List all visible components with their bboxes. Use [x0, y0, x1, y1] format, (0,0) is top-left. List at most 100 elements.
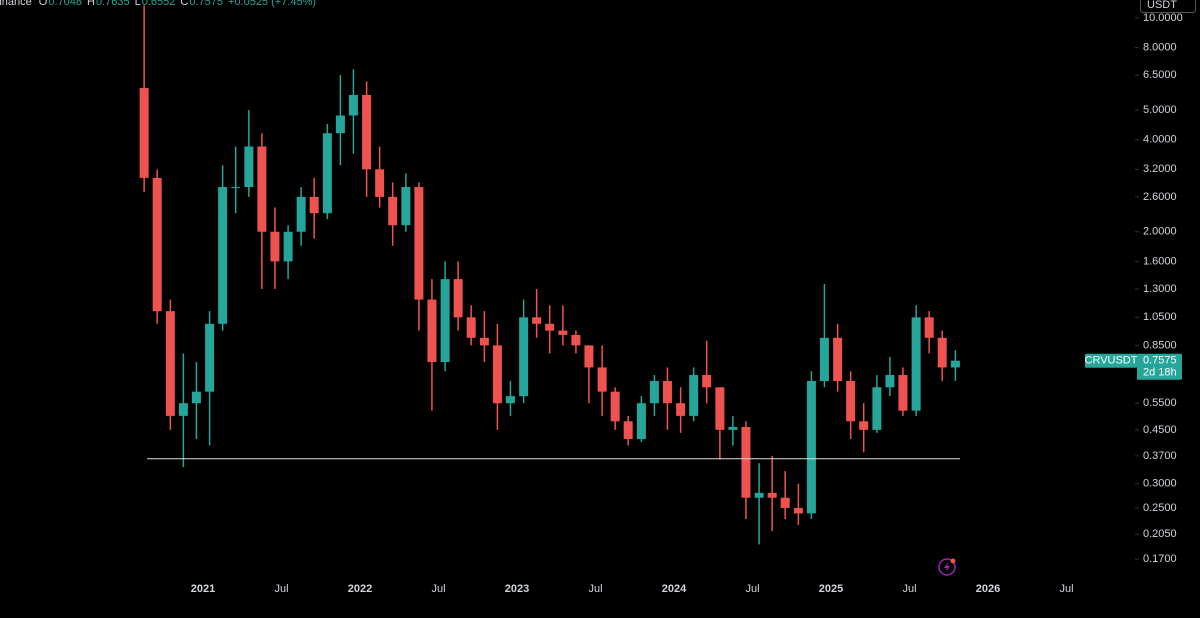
- candle-body: [505, 396, 515, 404]
- candle-body: [924, 317, 934, 338]
- candle-body: [649, 381, 659, 404]
- candle-body: [636, 403, 646, 440]
- price-label: 0.7575: [1143, 355, 1177, 367]
- candle-body: [885, 375, 895, 388]
- y-tick-label: 4.0000: [1143, 134, 1177, 146]
- y-tick-label: 3.2000: [1143, 163, 1177, 175]
- y-tick-label: 0.3000: [1143, 478, 1177, 490]
- x-tick-label: Jul: [274, 583, 288, 595]
- x-tick-label: Jul: [431, 583, 445, 595]
- low-value: 0.6552: [141, 0, 176, 8]
- x-tick-label: 2021: [191, 583, 215, 595]
- candle-body: [806, 381, 816, 514]
- change-value: +0.0525 (+7.45%): [227, 0, 317, 8]
- candle-body: [244, 146, 254, 188]
- candle-body: [833, 337, 843, 382]
- alert-icon[interactable]: [938, 558, 956, 576]
- candle-body: [492, 345, 502, 404]
- candle-body: [754, 492, 764, 498]
- candle-body: [597, 367, 607, 392]
- candle-body: [662, 381, 672, 404]
- candle-body: [479, 337, 489, 346]
- candle-body: [466, 317, 476, 338]
- y-tick-label: 0.3700: [1143, 450, 1177, 462]
- y-tick-label: 0.1700: [1143, 553, 1177, 565]
- candle-body: [715, 387, 725, 430]
- ohlc-legend: Binance O0.7048 H0.7635 L0.6552 C0.7575 +0.05…: [0, 0, 321, 8]
- candle-body: [780, 497, 790, 508]
- symbol-label: CRVUSDT: [1085, 355, 1138, 367]
- symbol-tag: [1085, 353, 1137, 368]
- candle-body: [558, 330, 568, 335]
- candle-body: [937, 337, 947, 368]
- y-tick-label: 2.0000: [1143, 226, 1177, 238]
- candle-body: [322, 133, 332, 214]
- y-tick-label: 10.0000: [1143, 12, 1183, 24]
- currency-button[interactable]: USDT: [1140, 0, 1196, 13]
- y-tick-label: 0.4500: [1143, 424, 1177, 436]
- candle-body: [139, 88, 149, 178]
- high-label: H: [86, 0, 95, 8]
- candle-body: [205, 323, 215, 392]
- countdown-label: 2d 18h: [1143, 367, 1177, 379]
- candle-body: [401, 187, 411, 226]
- candle-body: [545, 323, 555, 331]
- candle-body: [689, 375, 699, 416]
- candle-body: [335, 115, 345, 134]
- candle-body: [728, 426, 738, 430]
- candle-body: [872, 387, 882, 430]
- candle-body: [911, 317, 921, 411]
- price-tag: [1137, 353, 1182, 380]
- candle-body: [257, 146, 267, 232]
- x-tick-label: 2022: [348, 583, 372, 595]
- y-tick-label: 0.2050: [1143, 528, 1177, 540]
- candle-body: [427, 299, 437, 363]
- y-tick-label: 1.3000: [1143, 283, 1177, 295]
- y-tick-label: 2.6000: [1143, 191, 1177, 203]
- y-tick-label: 1.6000: [1143, 255, 1177, 267]
- y-tick-label: 0.8500: [1143, 339, 1177, 351]
- exchange: Binance: [0, 0, 32, 8]
- x-tick-label: Jul: [588, 583, 602, 595]
- candle-body: [610, 391, 620, 422]
- x-tick-label: 2023: [505, 583, 529, 595]
- candle-body: [950, 360, 960, 368]
- high-value: 0.7635: [95, 0, 130, 8]
- candle-body: [165, 311, 175, 416]
- candle-body: [676, 403, 686, 416]
- candle-body: [846, 381, 856, 422]
- y-tick-label: 6.5000: [1143, 69, 1177, 81]
- candle-body: [191, 391, 201, 404]
- candle-body: [584, 345, 594, 368]
- bottom-strip: [0, 600, 1200, 618]
- x-tick-label: 2026: [976, 583, 1000, 595]
- y-tick-label: 8.0000: [1143, 42, 1177, 54]
- x-tick-label: Jul: [1060, 583, 1074, 595]
- candle-body: [819, 337, 829, 382]
- candle-body: [741, 426, 751, 498]
- open-value: 0.7048: [48, 0, 82, 8]
- candle-body: [571, 334, 581, 346]
- candle-body: [348, 94, 358, 116]
- candle-body: [178, 403, 188, 416]
- open-label: O: [38, 0, 48, 8]
- candle-body: [793, 507, 803, 514]
- y-tick-label: 0.2500: [1143, 502, 1177, 514]
- y-tick-label: 1.0500: [1143, 311, 1177, 323]
- candle-body: [152, 177, 162, 312]
- candle-body: [388, 196, 398, 226]
- low-label: L: [134, 0, 141, 8]
- x-tick-label: 2024: [662, 583, 687, 595]
- y-tick-label: 0.5500: [1143, 397, 1177, 409]
- candle-body: [283, 231, 293, 262]
- x-tick-label: 2025: [819, 583, 843, 595]
- candle-body: [532, 317, 542, 324]
- x-tick-label: Jul: [746, 583, 760, 595]
- y-tick-label: 5.0000: [1143, 104, 1177, 116]
- candle-body: [270, 231, 280, 262]
- candle-body: [623, 421, 633, 440]
- candle-body: [218, 187, 228, 324]
- close-label: C: [180, 0, 189, 8]
